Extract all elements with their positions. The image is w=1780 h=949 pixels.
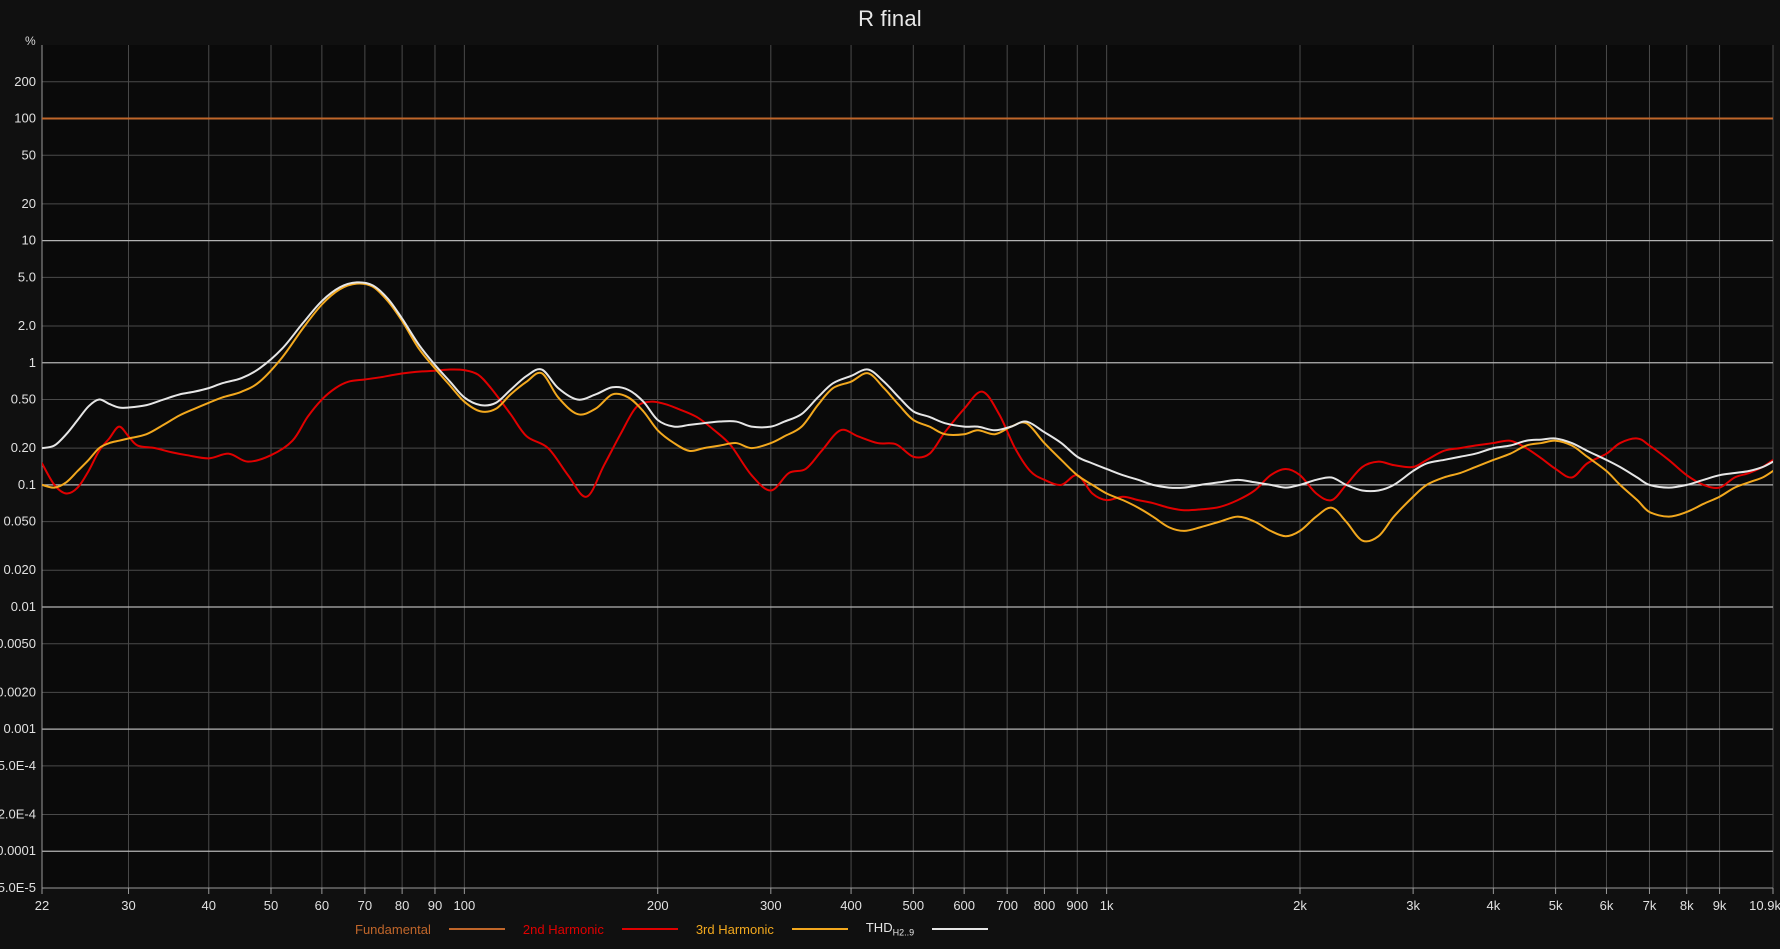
y-tick-label: 20: [22, 196, 36, 211]
x-tick-label: 40: [202, 898, 216, 913]
plot-background: [42, 45, 1773, 888]
y-tick-label: 0.050: [3, 514, 36, 529]
x-tick-label: 2k: [1293, 898, 1307, 913]
y-tick-label: 0.0050: [0, 636, 36, 651]
y-tick-label: 2.0E-4: [0, 806, 36, 821]
legend-label-second-harmonic: 2nd Harmonic: [522, 921, 604, 937]
x-tick-label: 7k: [1643, 898, 1657, 913]
y-tick-label: 0.1: [18, 477, 36, 492]
x-tick-label: 80: [395, 898, 409, 913]
x-tick-label: 9k: [1713, 898, 1727, 913]
y-tick-label: 5.0: [18, 269, 36, 284]
y-tick-label: 50: [22, 147, 36, 162]
x-tick-label: 900: [1066, 898, 1088, 913]
x-tick-label: 90: [428, 898, 442, 913]
series-line-3rd-harmonic: [42, 282, 1773, 543]
x-tick-label: 400: [840, 898, 862, 913]
legend-swatch-fundamental: [448, 928, 505, 930]
legend-label-fundamental: Fundamental: [355, 921, 431, 937]
x-tick-label: 5k: [1549, 898, 1563, 913]
legend-swatch-second-harmonic: [621, 928, 678, 930]
x-tick-label: 60: [315, 898, 329, 913]
legend-item-second-harmonic[interactable]: 2nd Harmonic: [523, 922, 696, 937]
legend-swatch-thd: [932, 928, 989, 930]
x-tick-label: 700: [996, 898, 1018, 913]
y-tick-label: 100: [14, 111, 36, 126]
y-tick-label: 10: [22, 233, 36, 248]
y-tick-label: 0.001: [3, 721, 36, 736]
y-tick-label: 0.020: [3, 562, 36, 577]
y-tick-label: 0.20: [11, 440, 36, 455]
x-tick-label: 800: [1034, 898, 1056, 913]
legend-item-third-harmonic[interactable]: 3rd Harmonic: [696, 922, 866, 937]
y-tick-label: 0.0020: [0, 684, 36, 699]
legend-sublabel-thd: H2..9: [892, 927, 915, 938]
y-tick-label: 0.50: [11, 392, 36, 407]
x-tick-label: 3k: [1406, 898, 1420, 913]
x-tick-label: 8k: [1680, 898, 1694, 913]
legend-item-thd[interactable]: THDH2..9: [866, 920, 1006, 938]
page-title: R final: [858, 6, 922, 31]
x-tick-label: 50: [264, 898, 278, 913]
legend-swatch-third-harmonic: [791, 928, 848, 930]
x-tick-label: 70: [358, 898, 372, 913]
y-tick-label: 2.0: [18, 318, 36, 333]
x-tick-label: 6k: [1600, 898, 1614, 913]
x-tick-label: 600: [953, 898, 975, 913]
y-tick-label: 200: [14, 74, 36, 89]
chart-legend: Fundamental 2nd Harmonic 3rd Harmonic THDH2…: [0, 912, 1780, 946]
x-tick-label: 200: [647, 898, 669, 913]
y-tick-label: 5.0E-4: [0, 758, 36, 773]
y-tick-label: 5.0E-5: [0, 880, 36, 895]
legend-label-thd: THDH2..9: [865, 920, 915, 938]
x-tick-label: 300: [760, 898, 782, 913]
x-tick-label: 500: [902, 898, 924, 913]
x-tick-label: 100: [454, 898, 476, 913]
y-tick-label: 0.01: [11, 599, 36, 614]
series-line-thd: [42, 281, 1773, 493]
y-tick-label: 0.0001: [0, 843, 36, 858]
x-tick-label: 4k: [1486, 898, 1500, 913]
y-tick-label: 1: [29, 355, 36, 370]
x-tick-label: 22: [35, 898, 49, 913]
legend-label-third-harmonic: 3rd Harmonic: [695, 921, 774, 937]
x-tick-label: 10.9kHz: [1749, 898, 1780, 913]
series-line-2nd-harmonic: [42, 368, 1773, 512]
x-tick-label: 1k: [1100, 898, 1114, 913]
x-tick-label: 30: [121, 898, 135, 913]
legend-item-fundamental[interactable]: Fundamental: [355, 922, 523, 937]
y-axis-unit-label: %: [25, 34, 36, 48]
